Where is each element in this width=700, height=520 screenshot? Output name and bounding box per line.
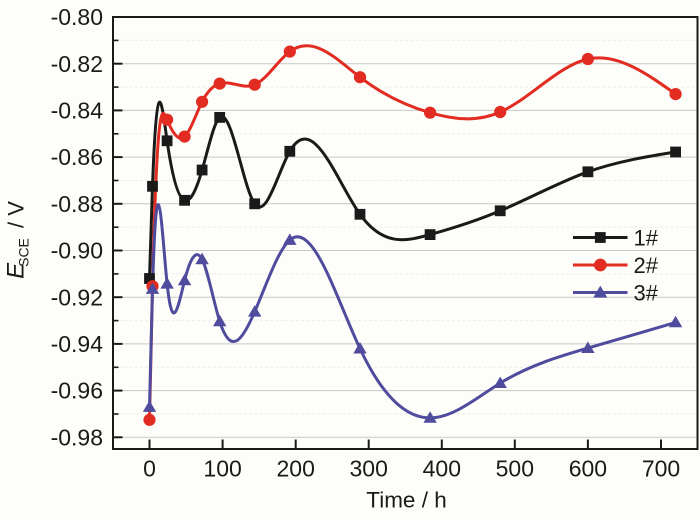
svg-text:200: 200 (277, 455, 315, 481)
svg-text:300: 300 (350, 455, 388, 481)
svg-text:600: 600 (569, 455, 607, 481)
svg-text:ESCE / V: ESCE / V (3, 201, 32, 279)
svg-text:-0.94: -0.94 (51, 331, 104, 357)
svg-text:-0.96: -0.96 (51, 378, 103, 404)
svg-text:3#: 3# (634, 281, 659, 306)
svg-text:-0.84: -0.84 (51, 98, 104, 124)
svg-text:500: 500 (496, 455, 534, 481)
svg-text:100: 100 (203, 455, 241, 481)
svg-text:-0.90: -0.90 (51, 238, 103, 264)
svg-text:400: 400 (423, 455, 461, 481)
svg-text:1#: 1# (634, 226, 659, 251)
svg-text:700: 700 (642, 455, 680, 481)
svg-text:-0.98: -0.98 (51, 424, 103, 450)
svg-text:-0.86: -0.86 (51, 144, 103, 170)
svg-text:-0.82: -0.82 (51, 51, 103, 77)
svg-text:-0.92: -0.92 (51, 284, 103, 310)
svg-text:Time / h: Time / h (366, 488, 446, 513)
svg-text:2#: 2# (634, 253, 659, 278)
svg-text:0: 0 (143, 455, 156, 481)
svg-text:-0.88: -0.88 (51, 191, 103, 217)
svg-text:-0.80: -0.80 (51, 4, 103, 30)
